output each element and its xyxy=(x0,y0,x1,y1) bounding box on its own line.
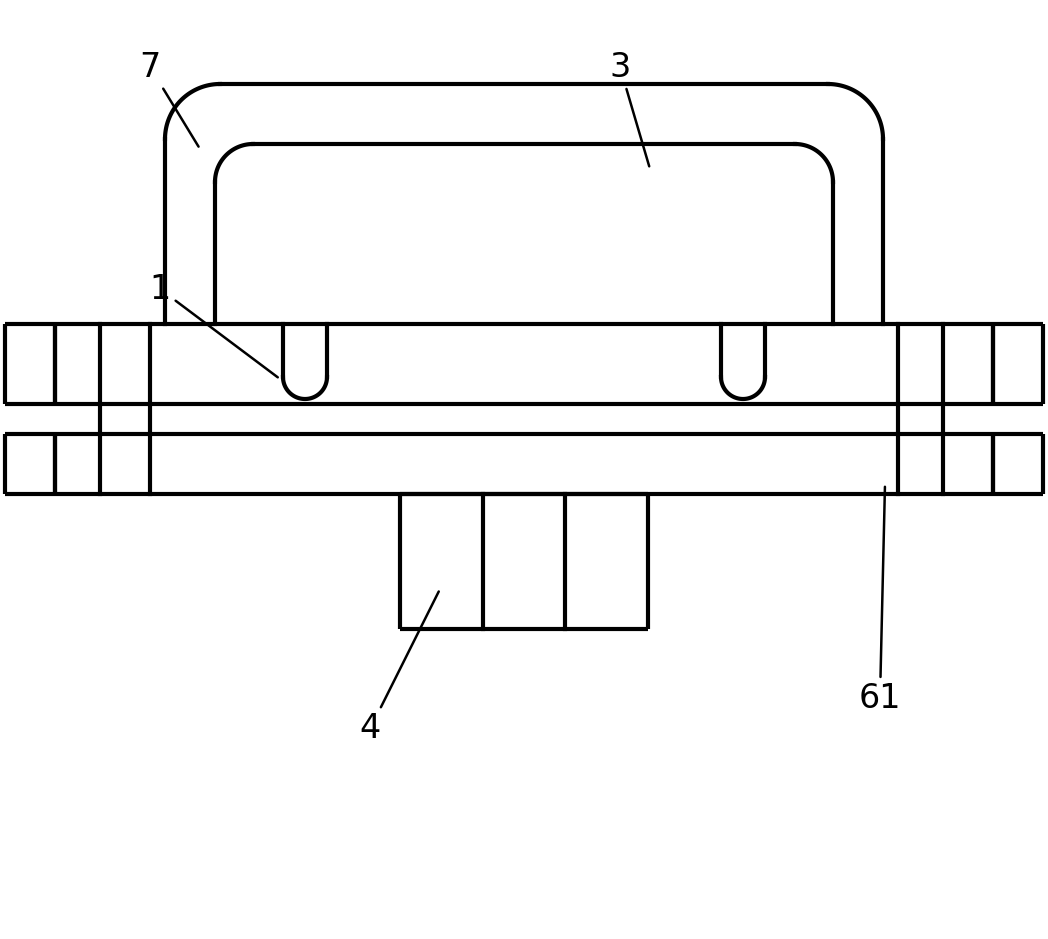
Text: 1: 1 xyxy=(150,272,278,377)
Text: 61: 61 xyxy=(858,486,901,716)
Text: 7: 7 xyxy=(139,51,198,146)
Text: 4: 4 xyxy=(359,592,439,746)
Text: 3: 3 xyxy=(609,51,649,166)
